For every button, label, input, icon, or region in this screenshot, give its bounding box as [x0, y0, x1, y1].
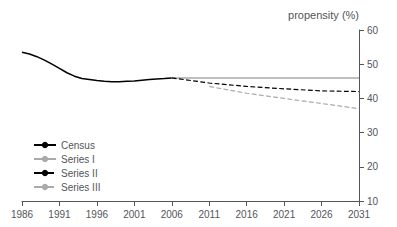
svg-text:2016: 2016	[236, 209, 259, 220]
svg-text:10: 10	[367, 196, 379, 207]
svg-text:50: 50	[367, 59, 379, 70]
svg-text:2026: 2026	[310, 209, 333, 220]
svg-text:2011: 2011	[198, 209, 220, 220]
svg-text:30: 30	[367, 127, 379, 138]
svg-text:Census: Census	[61, 140, 95, 151]
svg-text:2031: 2031	[348, 209, 371, 220]
svg-text:20: 20	[367, 161, 379, 172]
svg-text:1991: 1991	[48, 209, 71, 220]
svg-text:40: 40	[367, 93, 379, 104]
svg-text:2021: 2021	[273, 209, 296, 220]
svg-text:Series I: Series I	[61, 154, 95, 165]
svg-text:2006: 2006	[161, 209, 184, 220]
svg-text:2001: 2001	[123, 209, 146, 220]
svg-text:Series III: Series III	[61, 182, 100, 193]
svg-text:1996: 1996	[86, 209, 109, 220]
svg-text:60: 60	[367, 25, 379, 36]
svg-text:Series II: Series II	[61, 168, 98, 179]
svg-text:propensity (%): propensity (%)	[288, 9, 359, 21]
svg-text:1986: 1986	[11, 209, 34, 220]
